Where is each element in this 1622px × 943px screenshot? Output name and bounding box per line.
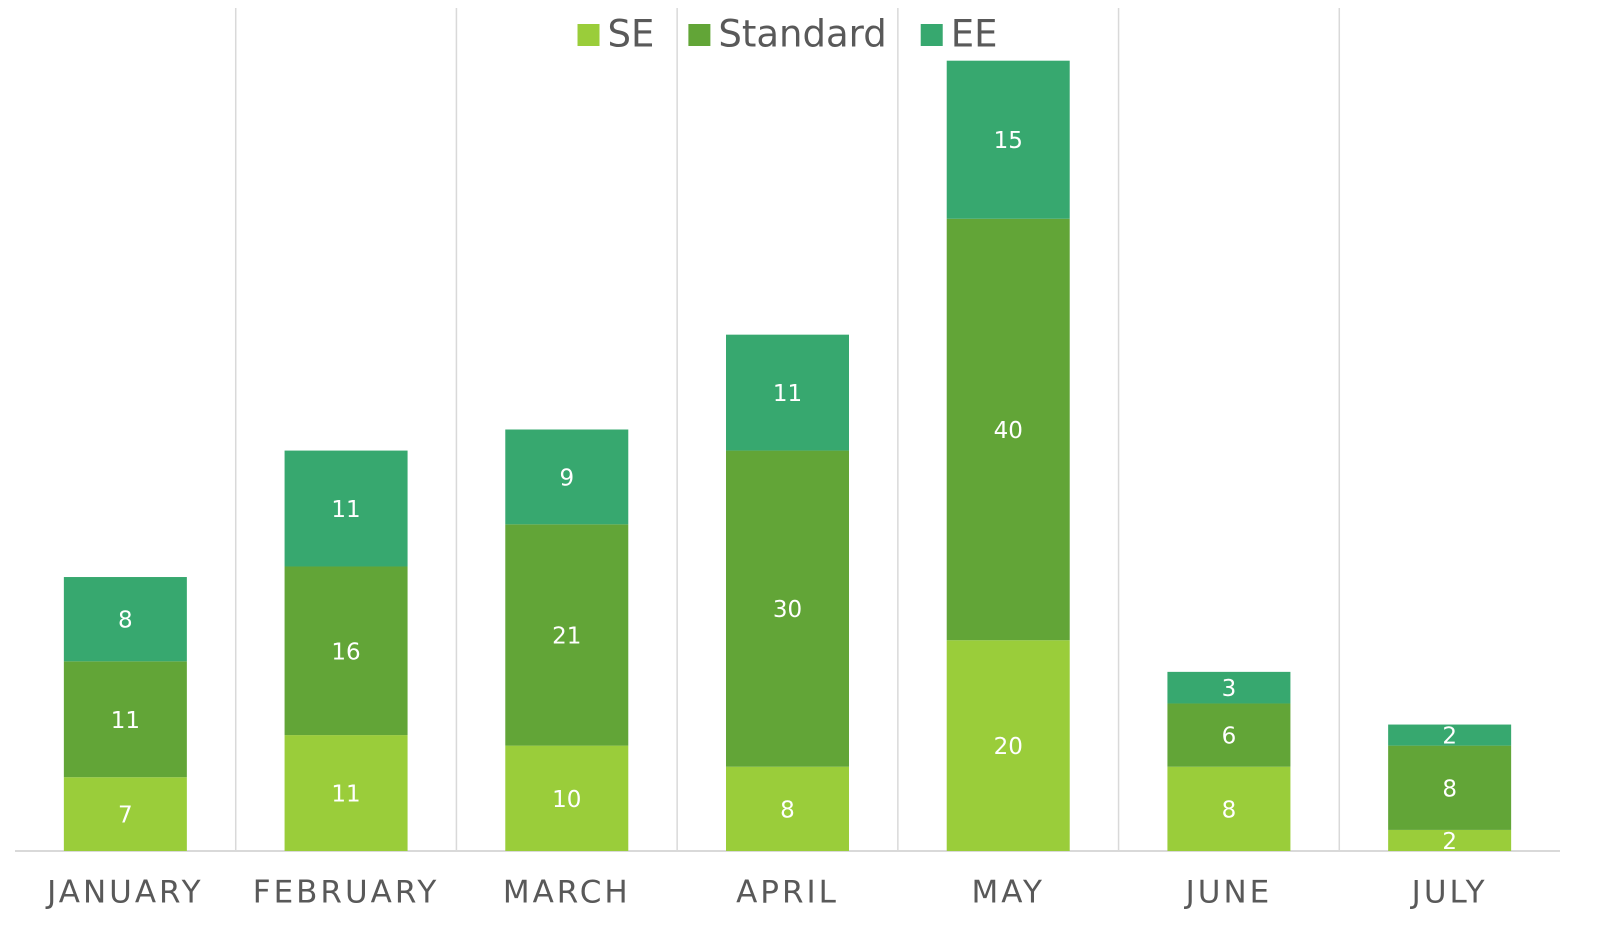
legend-swatch: [577, 24, 600, 46]
bar-segment: [946, 60, 1070, 219]
x-tick-label: MAY: [971, 875, 1044, 911]
bar-segment: [1388, 829, 1512, 851]
data-label: 11: [773, 381, 802, 407]
bar-segment: [946, 640, 1070, 851]
data-label: 15: [994, 128, 1023, 154]
bar-segment: [284, 450, 408, 567]
bar-segment: [1167, 703, 1291, 767]
data-label: 10: [552, 787, 581, 813]
bar-segment: [1388, 745, 1512, 830]
data-label: 8: [1222, 797, 1237, 823]
legend-label: SE: [608, 13, 655, 56]
bar-segment: [946, 218, 1070, 641]
data-label: 11: [331, 782, 360, 808]
data-label: 7: [118, 803, 133, 829]
bar-segment: [505, 429, 629, 525]
data-label: 8: [1442, 776, 1457, 802]
bar-segment: [63, 661, 187, 778]
bar-segment: [505, 524, 629, 746]
data-label: 16: [331, 639, 360, 665]
data-label: 8: [118, 608, 133, 634]
data-label: 11: [111, 708, 140, 734]
legend-label: Standard: [718, 13, 886, 56]
bar-segment: [726, 334, 849, 451]
bar-segment: [505, 745, 629, 851]
x-tick-label: APRIL: [736, 875, 839, 911]
bar-segment: [284, 735, 408, 851]
bar-segment: [726, 766, 849, 851]
data-label: 6: [1222, 724, 1237, 750]
data-label: 21: [552, 623, 581, 649]
bar-segment: [1167, 671, 1291, 704]
data-label: 9: [559, 465, 574, 491]
bar-segment: [726, 450, 849, 767]
data-label: 40: [994, 418, 1023, 444]
x-tick-label: FEBRUARY: [253, 875, 440, 911]
bar-segment: [1388, 724, 1512, 746]
bar-segment: [63, 577, 187, 662]
data-label: 2: [1442, 724, 1457, 750]
data-label: 11: [331, 497, 360, 523]
bar-segment: [284, 566, 408, 736]
x-tick-label: MARCH: [503, 875, 631, 911]
data-label: 3: [1222, 676, 1237, 702]
legend-swatch: [688, 24, 711, 46]
x-tick-label: JULY: [1410, 875, 1488, 911]
x-tick-label: JANUARY: [45, 875, 203, 911]
data-label: 30: [773, 597, 802, 623]
legend-label: EE: [951, 13, 998, 56]
bar-segment: [1167, 766, 1291, 851]
bar-segment: [63, 777, 187, 851]
data-label: 20: [994, 734, 1023, 760]
data-label: 2: [1442, 829, 1457, 855]
x-tick-label: JUNE: [1184, 875, 1273, 911]
data-label: 8: [780, 797, 795, 823]
legend-swatch: [920, 24, 943, 46]
